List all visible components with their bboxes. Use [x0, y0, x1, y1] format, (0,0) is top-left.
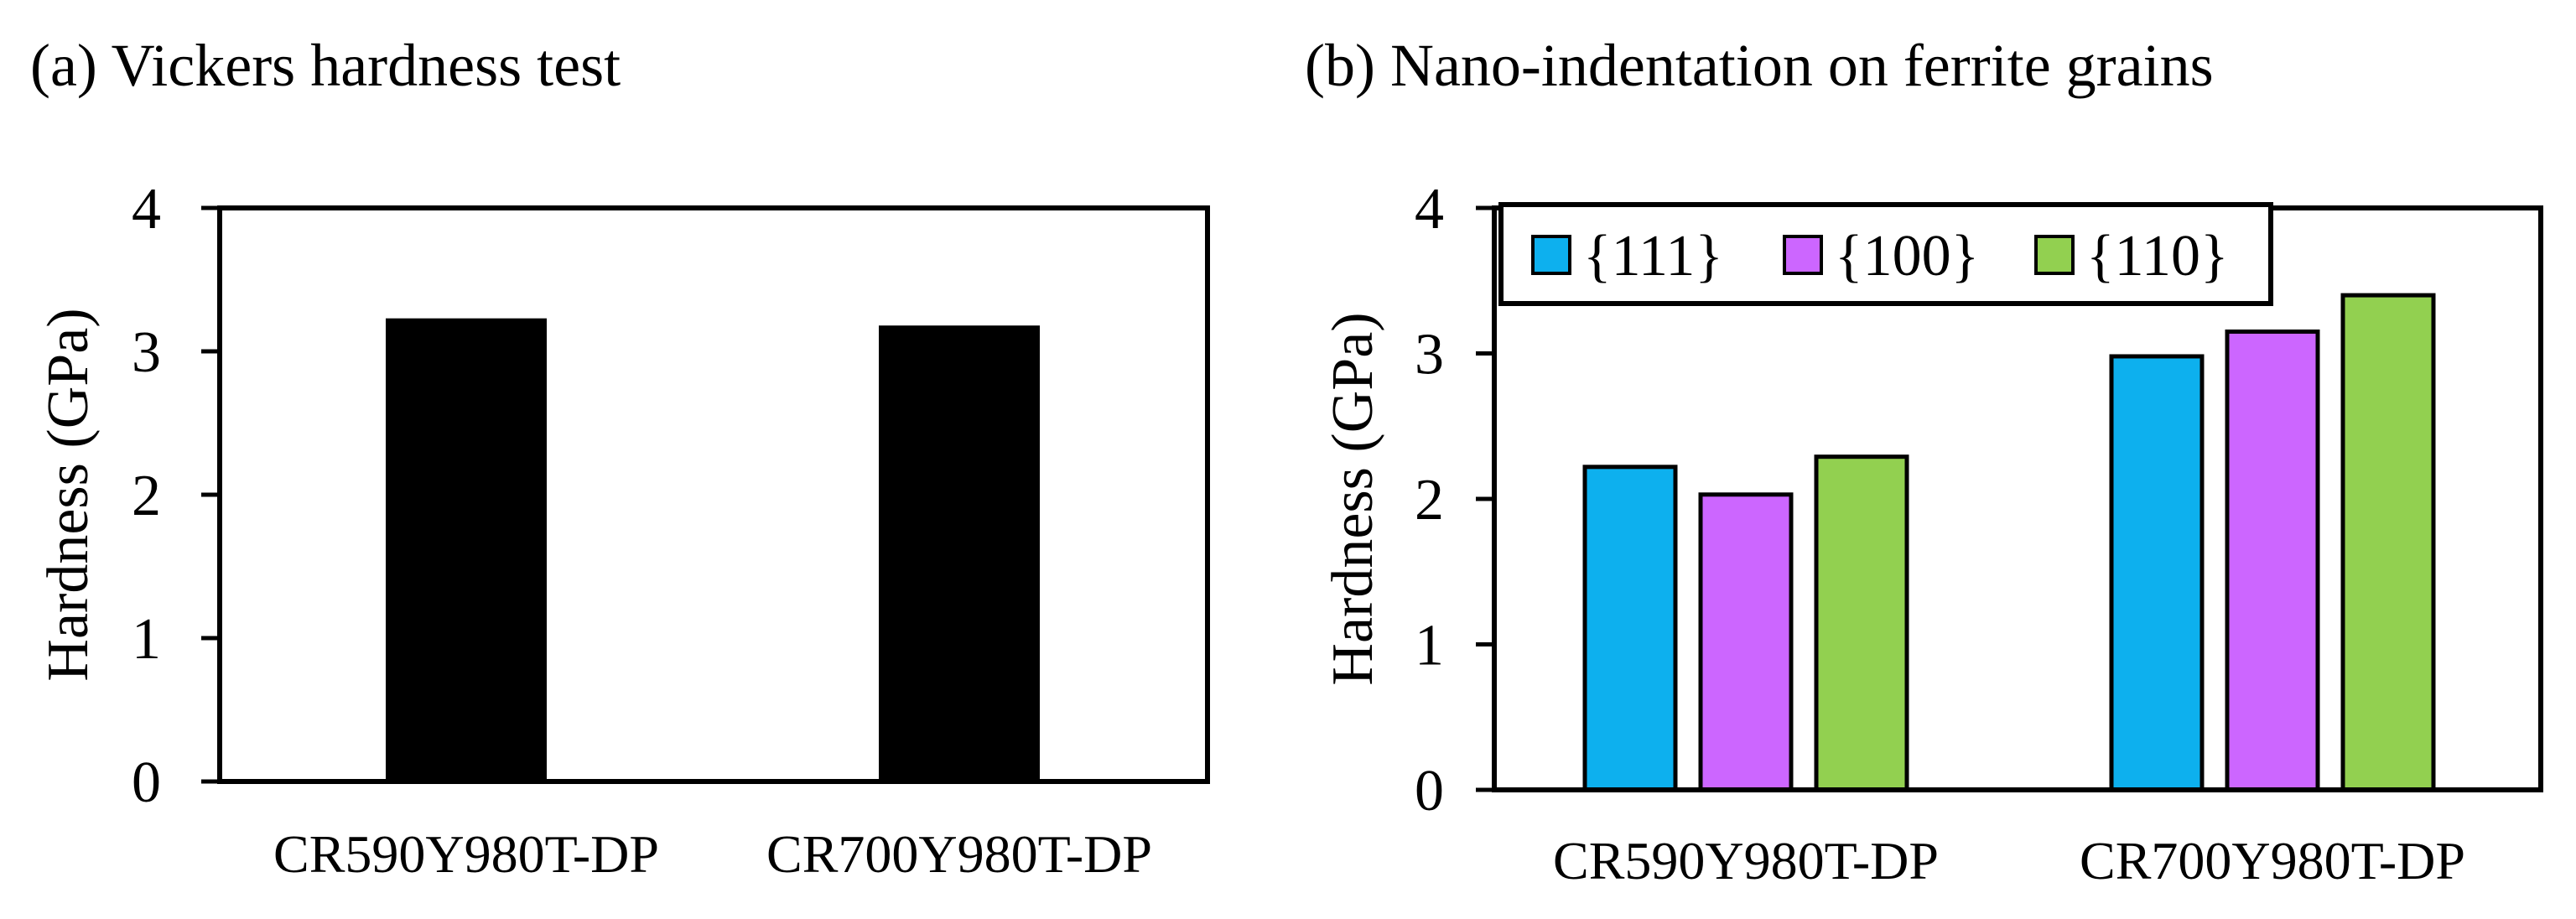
panel-b-bar-100-cr590y980t-dp: [1698, 492, 1794, 792]
panel-b-y-tick-label-3: 3: [1415, 323, 1444, 387]
panel-a-title: (a) Vickers hardness test: [30, 32, 621, 99]
panel-a-y-tick-label-4: 4: [132, 177, 161, 241]
legend-label-100: {100}: [1835, 224, 1979, 288]
panel-b-y-tick-label-1: 1: [1415, 614, 1444, 678]
panel-a-y-axis: 0 1 2 3 4: [132, 177, 220, 815]
panel-a-y-axis-title: Hardness (GPa): [36, 308, 101, 681]
legend-swatch-110: [2034, 235, 2075, 275]
panel-a-y-tick-label-1: 1: [132, 607, 161, 672]
panel-a-x-category-label-cr590y980t-dp: CR590Y980T-DP: [273, 824, 659, 884]
panel-a-bar-vickers-cr700y980t-dp: [879, 325, 1040, 782]
panel-b-legend-box: [1498, 202, 2273, 306]
legend-swatch-100: [1783, 235, 1823, 275]
panel-b-y-axis: 0 1 2 3 4: [1415, 177, 1494, 823]
panel-b-bar-110-cr700y980t-dp: [2340, 293, 2436, 792]
panel-a-y-tick-label-0: 0: [132, 750, 161, 815]
panel-a-x-category-label-cr700y980t-dp: CR700Y980T-DP: [766, 824, 1152, 884]
panel-a-bars: [386, 318, 1040, 782]
panel-a-y-tick-label-2: 2: [132, 464, 161, 528]
panel-b-bar-110-cr590y980t-dp: [1814, 454, 1909, 792]
panel-b-bar-111-cr700y980t-dp: [2109, 354, 2205, 792]
legend-label-110: {110}: [2086, 224, 2229, 288]
panel-b-x-category-label-cr700y980t-dp: CR700Y980T-DP: [2080, 831, 2465, 890]
panel-b-title: (b) Nano-indentation on ferrite grains: [1305, 32, 2214, 99]
panel-a: (a) Vickers hardness test 0 1 2 3 4 CR590Y98…: [30, 32, 1210, 884]
panel-a-bar-vickers-cr590y980t-dp: [386, 318, 547, 781]
panel-b-y-tick-label-4: 4: [1415, 177, 1444, 241]
legend-swatch-111: [1531, 235, 1571, 275]
panel-b-y-axis-title: Hardness (GPa): [1321, 312, 1385, 685]
panel-b-legend: {111} {100} {110}: [1498, 202, 2273, 306]
panel-a-x-axis: CR590Y980T-DP CR700Y980T-DP: [273, 824, 1152, 884]
panel-b-bars: [1582, 293, 2436, 792]
panel-b-bar-111-cr590y980t-dp: [1582, 465, 1678, 792]
panel-b-bar-100-cr700y980t-dp: [2225, 329, 2320, 792]
panel-b-y-tick-label-2: 2: [1415, 468, 1444, 532]
panel-b-x-axis: CR590Y980T-DP CR700Y980T-DP: [1553, 831, 2465, 890]
legend-label-111: {111}: [1583, 224, 1723, 288]
panel-a-y-tick-label-3: 3: [132, 320, 161, 385]
panel-b: (b) Nano-indentation on ferrite grains 0…: [1305, 32, 2543, 890]
panel-b-x-category-label-cr590y980t-dp: CR590Y980T-DP: [1553, 831, 1939, 890]
panel-b-y-tick-label-0: 0: [1415, 759, 1444, 823]
